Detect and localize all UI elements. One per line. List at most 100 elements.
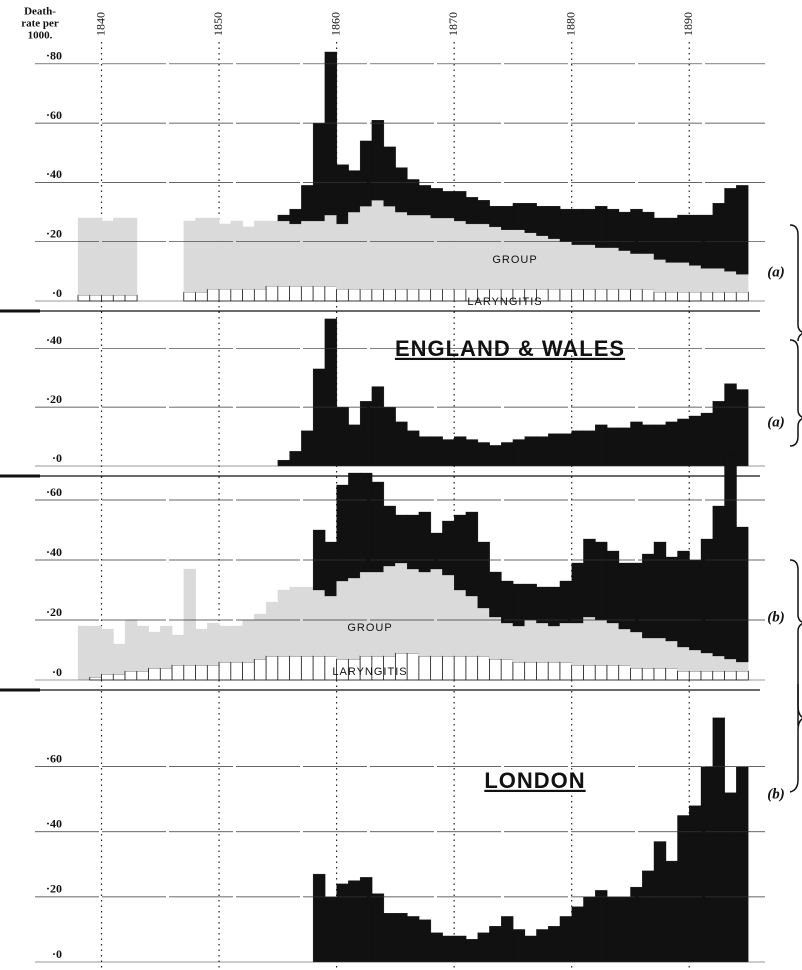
bar-segment [453,220,467,290]
bar-segment [113,217,126,296]
bar-segment [453,514,467,591]
bar-segment [336,883,349,963]
y-tick-label: ·20 [46,392,62,406]
bar-segment [618,211,631,251]
bar-segment [500,658,514,681]
bar-segment [89,217,102,296]
bar-segment [689,649,702,672]
bar-segment [571,664,585,681]
bar-segment [677,815,690,963]
bar-segment [336,407,349,467]
bar-segment [148,667,161,681]
bar-segment [559,241,573,290]
y-axis-label: rate per [21,18,59,30]
y-tick-label: ·0 [52,286,62,300]
bar-segment [536,622,549,663]
bar-segment [653,217,667,260]
bar-segment [312,122,326,222]
bar-segment [207,622,220,666]
bar-segment [736,185,749,275]
bar-segment [736,766,749,963]
bar-segment [465,595,479,657]
bar-segment [289,285,303,302]
bar-segment [418,511,432,573]
bar-segment [77,294,91,302]
bar-segment [595,247,608,290]
bar-segment [665,217,678,263]
bar-segment [218,661,232,681]
bar-segment [653,424,667,467]
bar-segment [630,208,643,254]
x-tick-label: 1860 [328,12,342,36]
bar-segment [359,401,373,467]
bar-segment [324,595,338,657]
y-axis-label: 1000. [28,30,53,42]
bar-segment [677,670,690,681]
bar-segment [700,291,714,302]
bar-segment [712,291,726,302]
bar-segment [383,565,396,657]
bar-segment [689,805,702,963]
bar-segment [371,481,385,573]
bar-segment [89,294,103,302]
bar-segment [477,932,490,963]
bar-segment [206,664,220,681]
bar-segment [289,223,302,287]
bar-segment [195,628,208,666]
bar-segment [418,655,432,681]
panel-title: ENGLAND & WALES [395,336,625,361]
bar-segment [501,205,514,230]
x-tick-label: 1840 [93,12,107,36]
bar-segment [724,454,737,660]
bar-segment [406,288,420,302]
bar-segment [724,271,737,293]
bar-segment [277,285,291,302]
bar-segment [653,841,667,963]
bar-segment [595,890,608,963]
series-label: GROUP [347,622,392,634]
brace [789,684,802,793]
group-label: (a) [767,414,785,430]
bar-segment [736,661,749,672]
bar-segment [665,421,678,467]
bar-segment [395,913,408,963]
bar-segment [536,586,549,624]
bar-segment [324,541,338,597]
bar-segment [583,208,596,245]
bar-segment [724,291,737,302]
bar-segment [183,220,196,293]
bar-segment [289,451,302,467]
bar-segment [583,664,596,681]
brace [789,559,802,726]
bar-segment [465,223,479,290]
bar-segment [206,288,220,302]
bar-segment [489,658,502,681]
bar-segment [113,643,126,675]
bar-segment [348,424,361,467]
bar-segment [383,407,396,467]
bar-segment [265,601,279,657]
y-tick-label: ·60 [46,485,62,499]
bar-segment [653,637,667,669]
bar-segment [383,205,396,290]
bar-segment [583,244,596,290]
bar-segment [501,580,514,624]
bar-segment [453,589,467,657]
bar-segment [583,288,596,302]
bar-segment [689,214,702,266]
bar-segment [559,916,573,963]
bar-segment [124,619,138,672]
bar-segment [477,442,490,467]
bar-segment [606,622,620,666]
bar-segment [136,625,149,672]
bar-segment [489,571,502,618]
bar-segment [430,436,443,467]
bar-segment [524,619,537,663]
bar-segment [312,368,326,467]
bar-segment [512,625,526,663]
bar-segment [277,655,291,681]
bar-segment [618,250,631,290]
bar-segment [712,505,725,657]
bar-segment [112,673,126,681]
bar-segment [418,185,432,216]
